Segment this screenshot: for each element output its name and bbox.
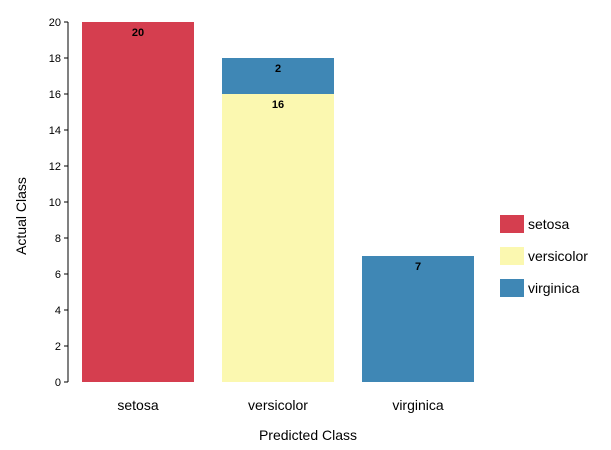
x-category-label: versicolor — [248, 397, 308, 413]
bar-versicolor-versicolor — [222, 94, 334, 382]
data-label-versicolor-versicolor: 16 — [272, 99, 284, 111]
bar-versicolor-virginica — [222, 58, 334, 94]
data-label-virginica-virginica: 7 — [415, 261, 421, 273]
data-label-versicolor-virginica: 2 — [275, 63, 281, 75]
bar-setosa-setosa — [82, 22, 194, 382]
y-tick-label: 12 — [49, 161, 61, 173]
y-tick-label: 8 — [55, 233, 61, 245]
y-tick-label: 18 — [49, 53, 61, 65]
x-category-label: setosa — [117, 397, 158, 413]
legend-label-virginica: virginica — [528, 280, 580, 296]
legend-swatch-versicolor — [500, 247, 524, 265]
y-tick-label: 10 — [49, 197, 61, 209]
bar-virginica-virginica — [362, 256, 474, 382]
y-tick-label: 0 — [55, 377, 61, 389]
y-axis-title: Actual Class — [13, 177, 29, 255]
y-tick-label: 6 — [55, 269, 61, 281]
y-tick-label: 2 — [55, 341, 61, 353]
x-axis: setosa versicolor virginica — [117, 397, 444, 413]
bars-group: 20 16 2 7 — [82, 22, 474, 382]
legend: setosa versicolor virginica — [500, 215, 588, 297]
legend-label-versicolor: versicolor — [528, 248, 588, 264]
y-tick-label: 14 — [49, 125, 61, 137]
x-category-label: virginica — [392, 397, 444, 413]
y-tick-label: 20 — [49, 17, 61, 29]
y-tick-label: 16 — [49, 89, 61, 101]
y-axis: 0 2 4 6 8 10 12 14 16 18 20 — [49, 17, 69, 389]
legend-swatch-virginica — [500, 279, 524, 297]
x-axis-title: Predicted Class — [259, 427, 357, 443]
legend-label-setosa: setosa — [528, 216, 569, 232]
legend-swatch-setosa — [500, 215, 524, 233]
y-tick-label: 4 — [55, 305, 61, 317]
data-label-setosa-setosa: 20 — [132, 27, 144, 39]
